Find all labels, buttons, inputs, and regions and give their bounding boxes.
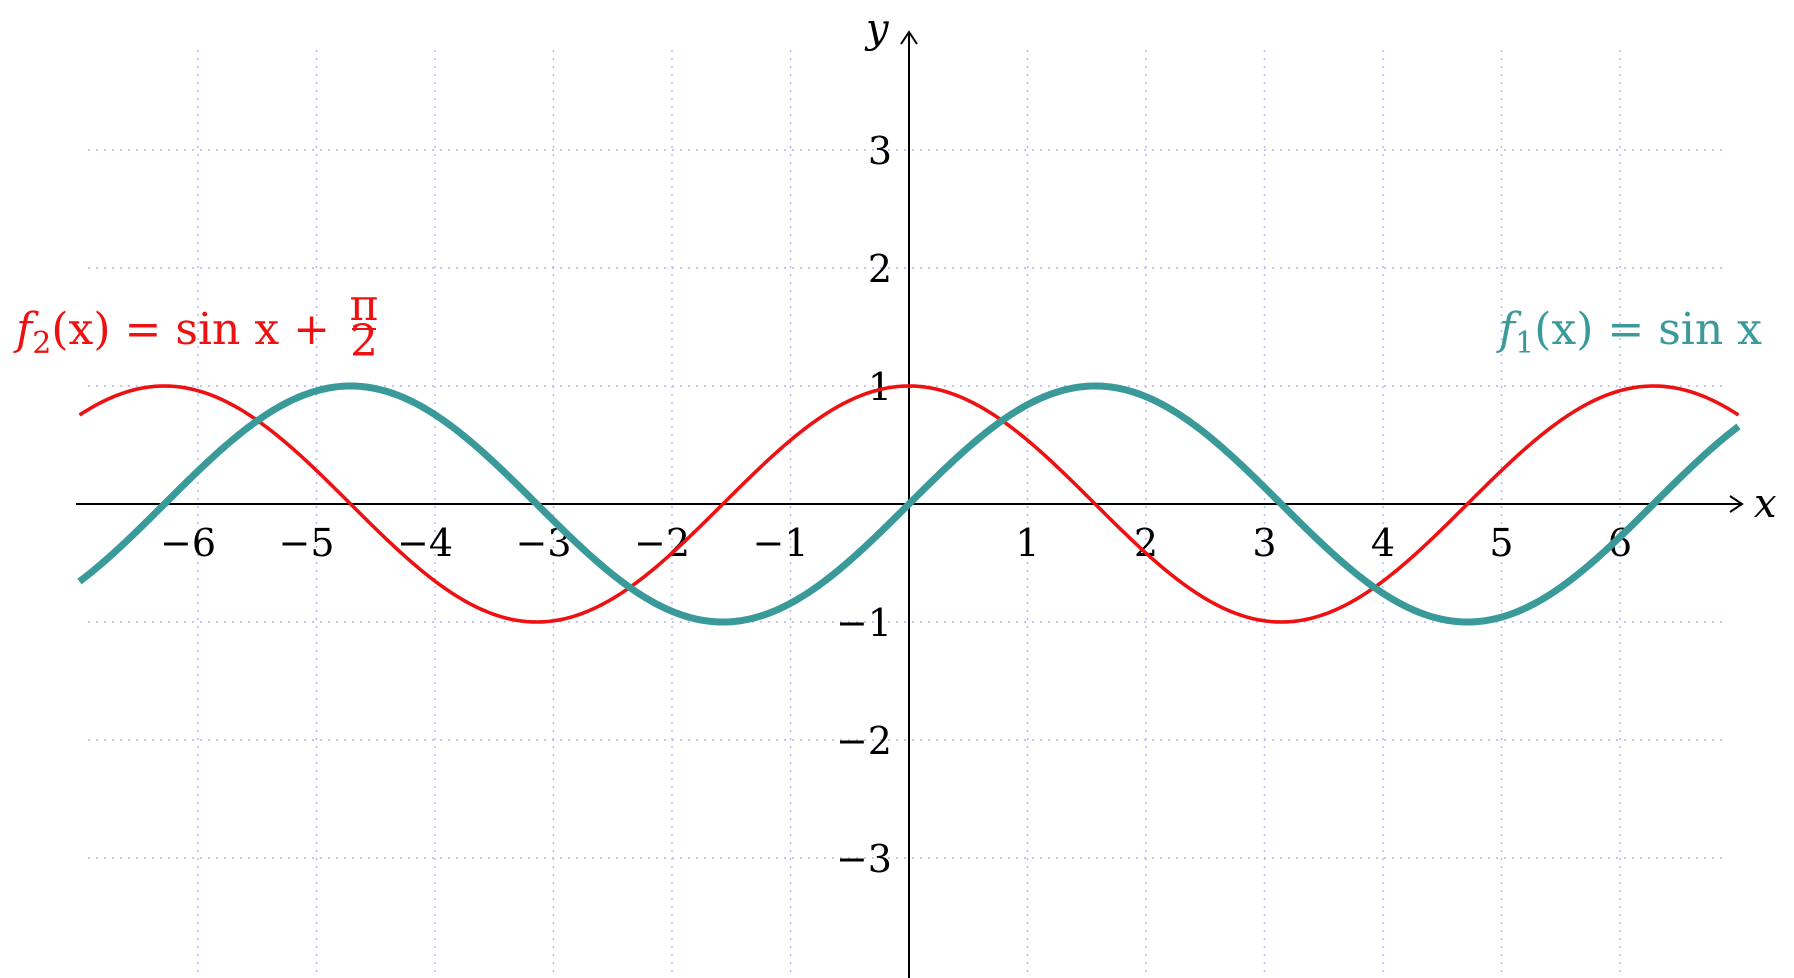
y-axis-arrow bbox=[900, 30, 918, 45]
y-tick-label: 3 bbox=[868, 129, 892, 173]
x-tick-label: 2 bbox=[1134, 521, 1158, 565]
y-tick-label: −3 bbox=[836, 837, 892, 881]
f2-fraction-denominator: 2 bbox=[350, 316, 378, 367]
x-tick-label: 5 bbox=[1489, 521, 1513, 565]
f2-fraction-numerator: π bbox=[350, 280, 379, 331]
x-tick-label: 3 bbox=[1252, 521, 1276, 565]
series-line-f2 bbox=[78, 384, 1740, 624]
f1-subscript: 1 bbox=[1515, 326, 1534, 361]
grid bbox=[88, 50, 1726, 975]
function-labels: f1(x) = sin x f2(x) = sin x + π 2 bbox=[13, 280, 1762, 367]
f2-rest: (x) = sin x + bbox=[51, 304, 330, 355]
y-tick-label: 2 bbox=[868, 247, 892, 291]
f1-rest: (x) = sin x bbox=[1534, 304, 1762, 355]
x-tick-label: −5 bbox=[278, 521, 334, 565]
x-tick-label: −6 bbox=[160, 521, 216, 565]
series-label-f2: f2(x) = sin x + bbox=[13, 304, 330, 361]
y-tick-label: −1 bbox=[836, 601, 892, 645]
x-tick-label: −1 bbox=[752, 521, 808, 565]
f2-subscript: 2 bbox=[32, 326, 51, 361]
x-axis-arrow bbox=[1729, 495, 1744, 513]
series-line-f1 bbox=[77, 382, 1741, 626]
x-axis-label: x bbox=[1754, 481, 1777, 527]
x-tick-label: 1 bbox=[1015, 521, 1039, 565]
y-axis-label: y bbox=[864, 6, 890, 52]
y-tick-label: −2 bbox=[836, 719, 892, 763]
series-label-f1: f1(x) = sin x bbox=[1496, 304, 1762, 361]
x-tick-label: 4 bbox=[1371, 521, 1395, 565]
axes: x y bbox=[76, 6, 1777, 978]
curves bbox=[77, 382, 1741, 626]
